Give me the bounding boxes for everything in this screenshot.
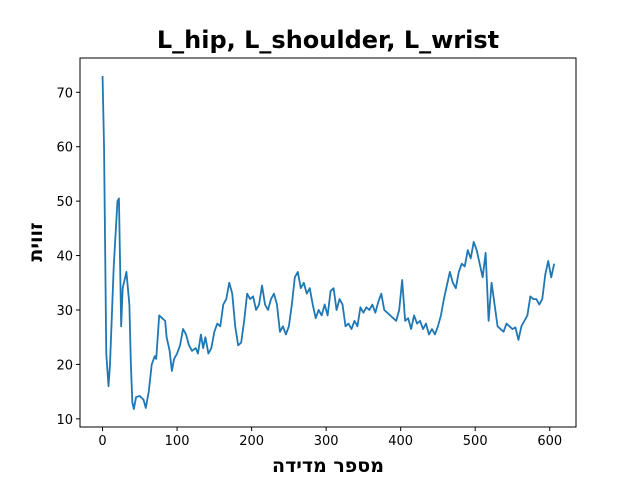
x-tick-label: 200	[239, 434, 264, 449]
y-tick-label: 10	[56, 413, 73, 428]
chart-title: L_hip, L_shoulder, L_wrist	[157, 26, 499, 54]
y-tick-label: 40	[56, 250, 73, 265]
y-tick-label: 50	[56, 195, 73, 210]
x-tick-label: 600	[537, 434, 562, 449]
y-tick-label: 70	[56, 86, 73, 101]
y-tick-label: 30	[56, 304, 73, 319]
y-tick-label: 60	[56, 141, 73, 156]
x-tick-label: 500	[463, 434, 488, 449]
x-tick-label: 0	[98, 434, 106, 449]
axes-frame	[79, 57, 577, 428]
y-tick-label: 20	[56, 358, 73, 373]
data-line	[101, 75, 556, 410]
x-axis-label: מספר מדידה	[272, 455, 384, 477]
x-tick-label: 300	[314, 434, 339, 449]
x-tick-label: 400	[388, 434, 413, 449]
y-axis-label: זווית	[25, 222, 47, 261]
x-tick-label: 100	[165, 434, 190, 449]
